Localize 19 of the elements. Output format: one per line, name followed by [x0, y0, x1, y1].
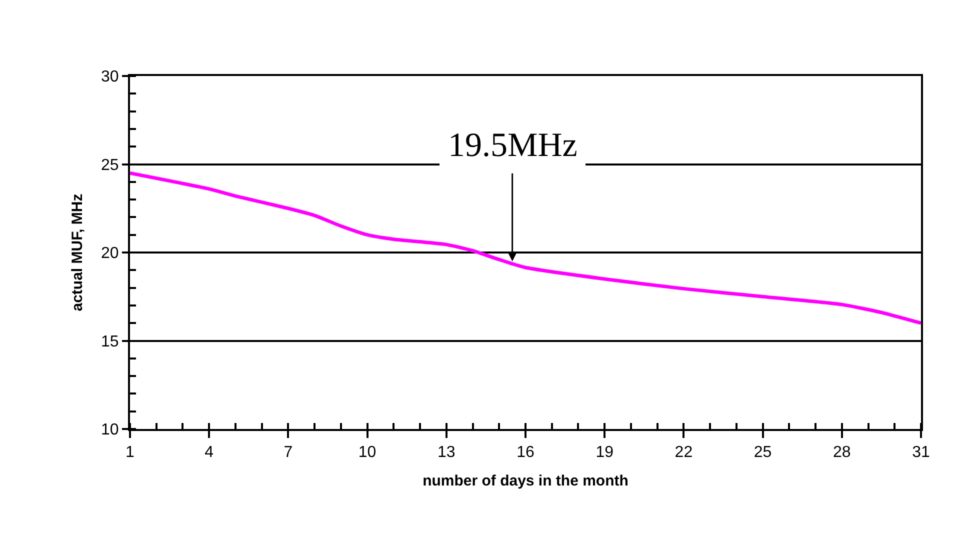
x-tick-label: 31	[912, 444, 930, 462]
y-tick-label: 10	[101, 422, 119, 439]
x-tick-label: 10	[358, 444, 376, 462]
x-tick-label: 4	[204, 444, 214, 462]
x-tick-label: 16	[516, 444, 534, 462]
x-tick-label: 1	[126, 444, 135, 462]
x-tick-label: 7	[284, 444, 293, 462]
y-tick-label: 30	[101, 68, 119, 86]
annotation: 19.5MHz	[448, 127, 578, 164]
x-tick-label: 19	[596, 444, 614, 462]
y-tick-label: 25	[101, 156, 119, 174]
y-axis-title: actual MUF, MHz	[68, 194, 86, 312]
x-tick-label: 22	[674, 444, 693, 462]
y-tick-label: 15	[101, 333, 119, 350]
x-tick-label: 28	[833, 444, 851, 462]
x-tick-label: 13	[438, 444, 456, 462]
y-tick-label: 20	[101, 245, 119, 262]
x-axis-title: number of days in the month	[422, 472, 628, 490]
x-tick-label: 25	[754, 444, 772, 462]
